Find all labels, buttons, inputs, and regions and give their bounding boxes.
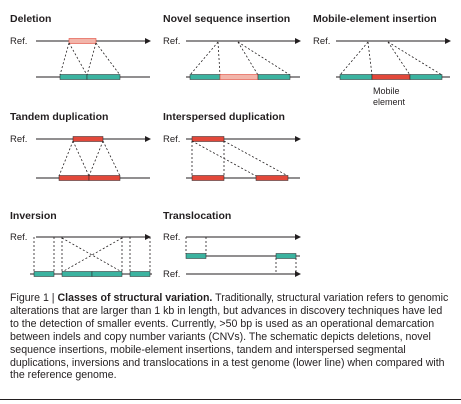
- deletion-ref-label: Ref.: [10, 36, 27, 47]
- inversion-inverted-segment-b: [91, 271, 123, 277]
- panel-inversion: Inversion Ref.: [10, 210, 152, 277]
- caption-heading: Classes of structural variation.: [57, 292, 213, 304]
- tandem-ref-segment: [72, 136, 104, 142]
- translocation-ref-top-label: Ref.: [163, 232, 180, 243]
- tandem-test-copy-1: [58, 175, 90, 181]
- novel-connectors: [189, 41, 291, 76]
- inversion-connectors: [33, 237, 151, 273]
- deletion-test-segment-right: [86, 74, 121, 80]
- novel-inserted-segment: [219, 74, 259, 80]
- structural-variation-diagram: Deletion Ref. Novel sequence insertion R…: [10, 13, 451, 280]
- translocation-test-segment-right: [275, 253, 297, 259]
- translocation-ref-bottom-label: Ref.: [163, 269, 180, 280]
- deletion-test-segment-left: [59, 74, 88, 80]
- translocation-title: Translocation: [163, 210, 231, 222]
- tandem-title: Tandem duplication: [10, 111, 108, 123]
- interspersed-test-original: [191, 175, 225, 181]
- mobile-test-segment-right: [409, 74, 443, 80]
- panel-translocation: Translocation Ref. Ref.: [163, 210, 301, 280]
- interspersed-ref-label: Ref.: [163, 134, 180, 145]
- novel-title: Novel sequence insertion: [163, 13, 290, 25]
- panel-novel-insertion: Novel sequence insertion Ref.: [163, 13, 301, 80]
- mobile-element-segment: [371, 74, 411, 80]
- deletion-title: Deletion: [10, 13, 51, 25]
- caption-lead: Figure 1 |: [10, 292, 58, 304]
- mobile-element-label-line2: element: [373, 97, 406, 107]
- mobile-test-segment-left: [339, 74, 373, 80]
- mobile-title: Mobile-element insertion: [313, 13, 437, 25]
- deletion-deleted-segment: [68, 38, 97, 44]
- mobile-ref-label: Ref.: [313, 36, 330, 47]
- interspersed-title: Interspersed duplication: [163, 111, 285, 123]
- tandem-test-copy-2: [88, 175, 121, 181]
- figure-caption: Figure 1 | Classes of structural variati…: [10, 292, 454, 382]
- tandem-ref-label: Ref.: [10, 134, 27, 145]
- mobile-connectors: [339, 41, 443, 76]
- novel-ref-label: Ref.: [163, 36, 180, 47]
- inversion-title: Inversion: [10, 210, 57, 222]
- panel-interspersed-duplication: Interspersed duplication Ref.: [163, 111, 301, 181]
- inversion-inverted-segment-a: [61, 271, 93, 277]
- interspersed-ref-segment: [191, 136, 225, 142]
- inversion-test-segment-left: [33, 271, 55, 277]
- panel-deletion: Deletion Ref.: [10, 13, 151, 80]
- bottom-rule: [0, 399, 461, 400]
- inversion-test-segment-right: [129, 271, 151, 277]
- interspersed-connectors: [191, 140, 289, 177]
- mobile-element-label-line1: Mobile: [373, 86, 400, 96]
- caption-body: Traditionally, structural variation refe…: [10, 292, 449, 382]
- novel-test-segment-right: [257, 74, 291, 80]
- novel-test-segment-left: [189, 74, 221, 80]
- deletion-connectors: [59, 42, 121, 76]
- inversion-ref-label: Ref.: [10, 232, 27, 243]
- interspersed-test-copy: [255, 175, 289, 181]
- panel-mobile-insertion: Mobile-element insertion Ref. Mobile ele…: [313, 13, 451, 107]
- panel-tandem-duplication: Tandem duplication Ref.: [10, 111, 151, 181]
- translocation-test-segment-left: [185, 253, 207, 259]
- tandem-connectors: [58, 140, 121, 177]
